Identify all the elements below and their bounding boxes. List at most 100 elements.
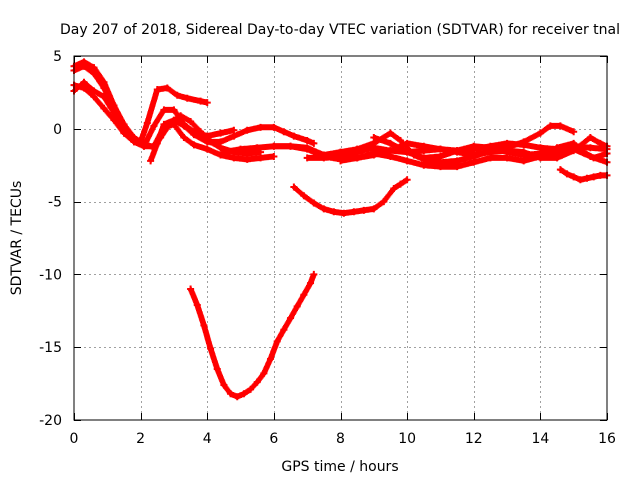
data-point (596, 139, 604, 147)
grid (74, 56, 607, 420)
data-point (227, 390, 235, 398)
ticks (74, 56, 608, 421)
data-point (520, 138, 528, 146)
data-point (207, 345, 215, 353)
x-axis-label: GPS time / hours (281, 459, 398, 475)
tick-labels: 0 2 4 6 8 10 12 14 16 5 0 -5 -10 -15 -20 (39, 49, 616, 447)
data-point (100, 93, 108, 101)
data-point (570, 145, 578, 153)
data-point (370, 150, 378, 158)
data-point (80, 84, 88, 92)
data-point (203, 145, 211, 153)
data-point (270, 123, 278, 131)
data-point (153, 139, 161, 147)
x-tick-label: 6 (269, 431, 278, 447)
data-point (546, 122, 554, 130)
data-point (203, 138, 211, 146)
data-point (470, 142, 478, 150)
data-point (213, 365, 221, 373)
data-point (453, 163, 461, 171)
data-point (187, 285, 195, 293)
data-point (396, 180, 404, 188)
data-point (320, 205, 328, 213)
data-point (330, 208, 338, 216)
data-point (586, 144, 594, 152)
data-point (420, 147, 428, 155)
data-point (290, 132, 298, 140)
data-point (233, 393, 241, 401)
data-point (536, 150, 544, 158)
data-point (320, 154, 328, 162)
data-point (396, 136, 404, 144)
data-point (586, 152, 594, 160)
data-point (170, 106, 178, 114)
x-tick-label: 8 (336, 431, 345, 447)
data-point (310, 199, 318, 207)
data-point (257, 123, 265, 131)
data-point (310, 270, 318, 278)
data-point (110, 116, 118, 124)
data-point (570, 173, 578, 181)
y-axis-label: SDTVAR / TECUs (9, 181, 25, 296)
y-tick-label: 0 (53, 122, 62, 138)
y-tick-label: -5 (48, 195, 62, 211)
data-point (576, 176, 584, 184)
data-point (290, 183, 298, 191)
data-point (147, 157, 155, 165)
data-point (130, 136, 138, 144)
data-point (90, 93, 98, 101)
data-point (420, 154, 428, 162)
data-point (217, 138, 225, 146)
x-tick-label: 2 (136, 431, 145, 447)
data-point (340, 209, 348, 217)
data-point (260, 369, 268, 377)
data-point (470, 151, 478, 159)
y-tick-label: -20 (39, 413, 62, 429)
data-point (270, 142, 278, 150)
data-point (390, 184, 398, 192)
data-point (237, 145, 245, 153)
y-tick-label: 5 (53, 49, 62, 65)
data-point (420, 161, 428, 169)
data-point (253, 378, 261, 386)
data-layer (70, 58, 611, 401)
data-point (287, 314, 295, 322)
data-point (200, 321, 208, 329)
data-point (470, 158, 478, 166)
x-tick-label: 16 (598, 431, 616, 447)
data-point (303, 144, 311, 152)
data-point (193, 301, 201, 309)
data-point (370, 205, 378, 213)
data-point (170, 116, 178, 124)
data-point (217, 129, 225, 137)
data-point (553, 148, 561, 156)
data-point (386, 129, 394, 137)
data-point (386, 152, 394, 160)
data-point (197, 128, 205, 136)
data-point (536, 129, 544, 137)
data-point (370, 134, 378, 142)
data-point (203, 99, 211, 107)
data-point (190, 141, 198, 149)
data-point (337, 157, 344, 165)
data-point (293, 302, 301, 310)
x-tick-label: 10 (398, 431, 416, 447)
data-point (80, 62, 88, 70)
data-point (403, 176, 411, 184)
plot-frame (73, 55, 608, 421)
data-point (436, 145, 444, 153)
data-point (183, 94, 191, 102)
y-tick-label: -15 (39, 340, 62, 356)
data-point (160, 106, 168, 114)
data-point (583, 174, 591, 182)
data-point (556, 122, 564, 130)
data-point (230, 132, 238, 140)
data-point (180, 134, 188, 142)
data-point (403, 157, 411, 165)
data-point (240, 390, 248, 398)
data-point (307, 279, 315, 287)
data-point (267, 355, 275, 363)
data-point (300, 192, 308, 200)
data-point (90, 69, 98, 77)
